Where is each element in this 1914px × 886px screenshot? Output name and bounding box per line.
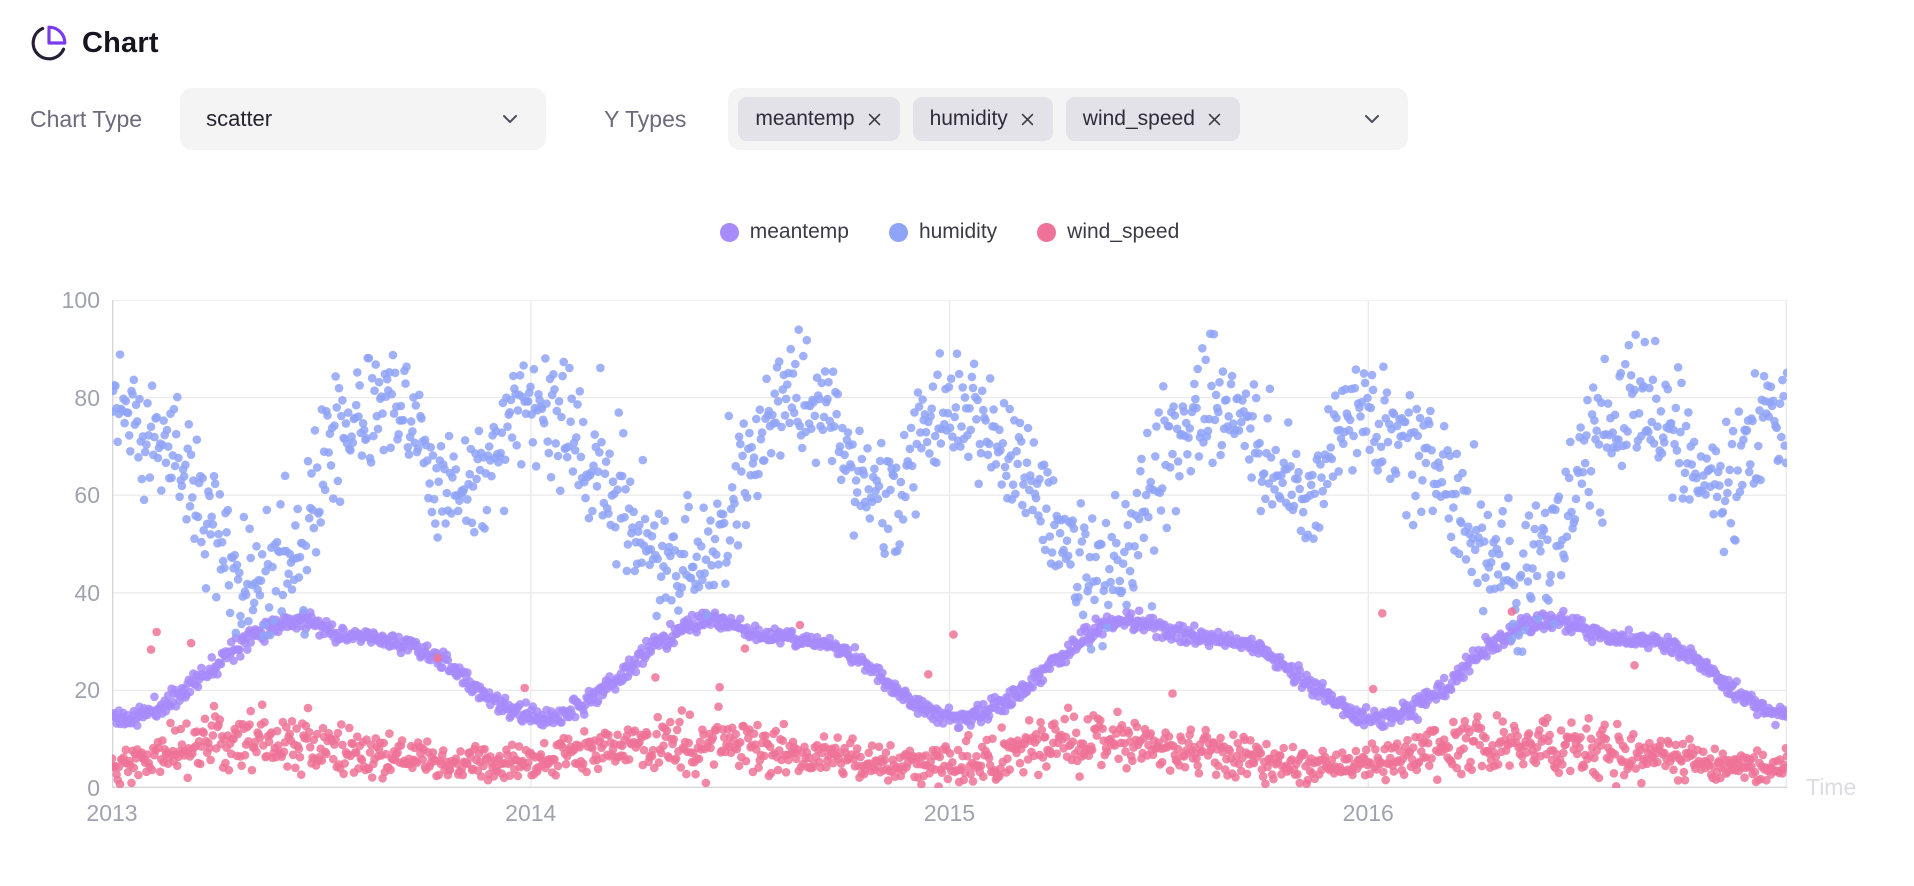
y-type-chip-label: meantemp [755, 107, 855, 130]
series-wind_speed [112, 607, 1787, 788]
x-tick-label: 2014 [505, 800, 557, 826]
y-tick-label: 60 [74, 482, 100, 509]
remove-icon[interactable] [866, 111, 883, 128]
remove-icon[interactable] [1206, 111, 1223, 128]
y-tick-label: 40 [74, 579, 100, 606]
x-tick-label: 2015 [923, 800, 976, 826]
chart-type-label: Chart Type [30, 105, 143, 132]
y-types-chips: meantemp humidity wind_speed [738, 97, 1240, 141]
x-axis-title: Time [1806, 774, 1857, 800]
y-tick-label: 80 [74, 384, 100, 411]
series-humidity [112, 325, 1787, 656]
series-meantemp [112, 606, 1787, 733]
chart-type-value: scatter [206, 106, 273, 131]
y-types-label: Y Types [604, 105, 687, 132]
y-type-chip[interactable]: wind_speed [1065, 97, 1240, 141]
pie-chart-icon [30, 24, 68, 62]
legend-item[interactable]: humidity [888, 220, 998, 244]
controls-row: Chart Type scatter Y Types meantemp humid… [30, 88, 1409, 150]
y-type-chip-label: humidity [929, 107, 1008, 130]
page-header: Chart [30, 24, 159, 62]
legend-item[interactable]: wind_speed [1037, 220, 1179, 244]
y-tick-label: 20 [74, 677, 100, 704]
y-tick-label: 0 [87, 775, 100, 801]
legend-label: humidity [918, 220, 998, 243]
y-type-chip[interactable]: humidity [912, 97, 1053, 141]
y-types-select[interactable]: meantemp humidity wind_speed [728, 88, 1409, 150]
legend-item[interactable]: meantemp [719, 220, 849, 244]
legend-swatch [719, 222, 739, 242]
legend-swatch [888, 222, 908, 242]
x-tick-label: 2013 [86, 800, 138, 826]
y-type-chip-label: wind_speed [1082, 107, 1195, 130]
legend-label: wind_speed [1067, 220, 1180, 243]
legend-swatch [1037, 222, 1057, 242]
x-tick-label: 2016 [1342, 800, 1394, 826]
legend-label: meantemp [749, 220, 849, 243]
remove-icon[interactable] [1019, 111, 1036, 128]
y-type-chip[interactable]: meantemp [738, 97, 900, 141]
chevron-down-icon [498, 107, 522, 131]
scatter-plot[interactable] [112, 300, 1787, 788]
chevron-down-icon [1360, 107, 1384, 131]
chart-type-select[interactable]: scatter [180, 88, 547, 150]
y-tick-label: 100 [61, 287, 100, 313]
chart-legend: meantemp humidity wind_speed [112, 220, 1787, 244]
page-title: Chart [82, 26, 159, 59]
